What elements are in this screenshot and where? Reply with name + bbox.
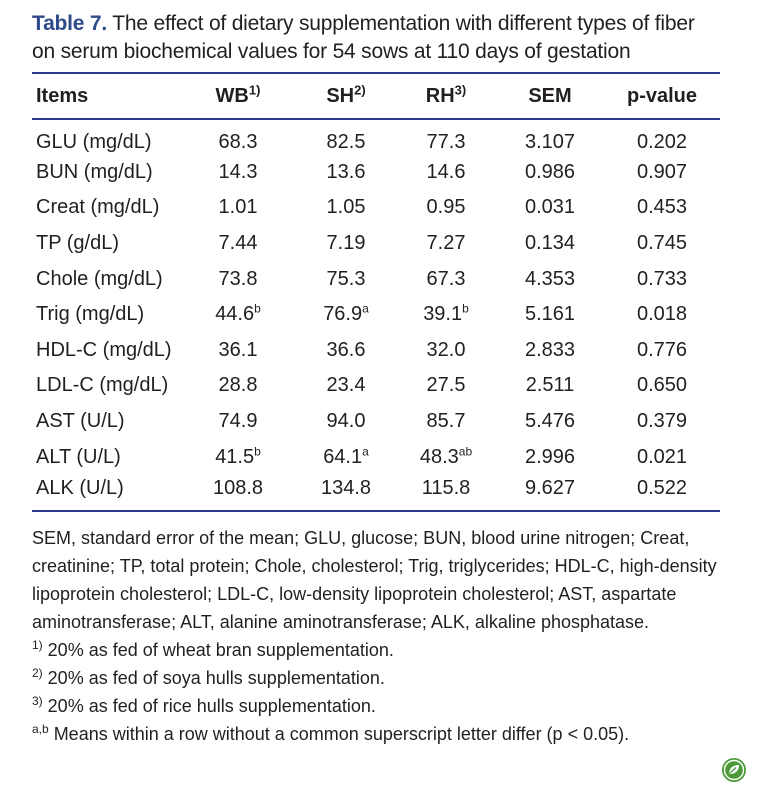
cell-pvalue: 0.776: [636, 338, 688, 361]
cell-wb: 108.8: [212, 476, 264, 499]
table-row: ALK (U/L) 108.8 134.8 115.8 9.627 0.522: [32, 475, 720, 511]
table-row: ALT (U/L) 41.5b 64.1a 48.3ab 2.996 0.021: [32, 439, 720, 475]
footnote-3: 3) 20% as fed of rice hulls supplementat…: [32, 693, 376, 716]
caption-text: The effect of dietary supplementation wi…: [32, 12, 695, 63]
cell-rh: 14.6: [426, 160, 466, 183]
cell-sh: 94.0: [326, 410, 366, 433]
cell-rh: 85.7: [426, 410, 466, 433]
cell-rh: 77.3: [426, 130, 466, 153]
cell-rh: 0.95: [426, 196, 466, 219]
cell-sh: 23.4: [326, 374, 366, 397]
footnote-significance: a,b Means within a row without a common …: [32, 721, 630, 744]
row-item: BUN (mg/dL): [36, 160, 153, 183]
cell-rh: 39.1b: [423, 301, 469, 326]
cell-pvalue: 0.907: [636, 160, 688, 183]
cell-pvalue: 0.018: [636, 303, 688, 326]
cell-wb: 14.3: [218, 160, 258, 183]
cell-rh: 48.3ab: [419, 443, 473, 468]
cell-pvalue: 0.021: [636, 445, 688, 468]
cell-sem: 2.996: [524, 445, 576, 468]
header-items: Items: [36, 84, 89, 107]
cell-wb: 74.9: [218, 410, 258, 433]
table-row: HDL-C (mg/dL) 36.1 36.6 32.0 2.833 0.776: [32, 333, 720, 369]
cell-sem: 0.134: [524, 232, 576, 255]
cell-rh: 32.0: [426, 338, 466, 361]
header-sem: SEM: [528, 84, 572, 107]
cell-wb: 41.5b: [215, 443, 261, 468]
cell-sem: 2.511: [525, 374, 575, 397]
cell-sem: 0.986: [524, 160, 576, 183]
table-row: Trig (mg/dL) 44.6b 76.9a 39.1b 5.161 0.0…: [32, 297, 720, 333]
cell-sh: 7.19: [326, 232, 366, 255]
cell-rh: 115.8: [421, 476, 471, 499]
cell-pvalue: 0.522: [636, 476, 688, 499]
row-item: Creat (mg/dL): [36, 196, 160, 219]
cell-sh: 76.9a: [323, 301, 369, 326]
cell-rh: 67.3: [426, 267, 466, 290]
cell-wb: 73.8: [218, 267, 258, 290]
cell-rh: 7.27: [426, 232, 466, 255]
row-item: ALK (U/L): [36, 476, 124, 499]
header-rh: RH3): [425, 81, 467, 107]
cell-wb: 1.01: [218, 196, 258, 219]
cell-sh: 64.1a: [323, 443, 369, 468]
cell-wb: 28.8: [218, 374, 258, 397]
cell-sem: 9.627: [524, 476, 576, 499]
row-item: Trig (mg/dL): [36, 303, 145, 326]
table-row: Creat (mg/dL) 1.01 1.05 0.95 0.031 0.453: [32, 190, 720, 226]
table-row: Chole (mg/dL) 73.8 75.3 67.3 4.353 0.733: [32, 261, 720, 297]
header-rh-note: 3): [454, 81, 467, 97]
header-wb: WB1): [215, 81, 261, 107]
cell-rh: 27.5: [426, 374, 466, 397]
cell-sh: 1.05: [326, 196, 366, 219]
cell-pvalue: 0.745: [636, 232, 688, 255]
table-row: TP (g/dL) 7.44 7.19 7.27 0.134 0.745: [32, 226, 720, 262]
cell-sem: 5.161: [524, 303, 576, 326]
table-caption: Table 7. The effect of dietary supplemen…: [32, 10, 720, 66]
table-row: LDL-C (mg/dL) 28.8 23.4 27.5 2.511 0.650: [32, 368, 720, 404]
header-pvalue: p-value: [626, 84, 698, 107]
row-item: HDL-C (mg/dL): [36, 338, 172, 361]
header-wb-note: 1): [248, 81, 261, 97]
cell-sem: 0.031: [524, 196, 576, 219]
footnote-abbreviations: SEM, standard error of the mean; GLU, gl…: [32, 527, 717, 632]
cell-sh: 13.6: [326, 160, 366, 183]
header-row: Items WB1) SH2) RH3) SEM p-value: [32, 73, 720, 119]
table-row: GLU (mg/dL) 68.3 82.5 77.3 3.107 0.202: [32, 119, 720, 155]
cell-pvalue: 0.202: [636, 130, 688, 153]
table-footnotes: SEM, standard error of the mean; GLU, gl…: [32, 524, 720, 748]
cell-wb: 68.3: [218, 130, 258, 153]
cell-pvalue: 0.733: [636, 267, 688, 290]
row-item: AST (U/L): [36, 410, 125, 433]
cell-sem: 3.107: [524, 130, 576, 153]
footnote-2: 2) 20% as fed of soya hulls supplementat…: [32, 665, 385, 688]
table-row: BUN (mg/dL) 14.3 13.6 14.6 0.986 0.907: [32, 155, 720, 191]
cell-sem: 5.476: [524, 410, 576, 433]
cell-wb: 36.1: [218, 338, 258, 361]
cell-wb: 7.44: [218, 232, 258, 255]
cell-sem: 2.833: [524, 338, 576, 361]
footnote-1: 1) 20% as fed of wheat bran supplementat…: [32, 637, 394, 660]
cell-pvalue: 0.453: [636, 196, 688, 219]
cell-sh: 75.3: [326, 267, 366, 290]
cell-sh: 134.8: [320, 476, 372, 499]
cell-pvalue: 0.650: [636, 374, 688, 397]
row-item: ALT (U/L): [36, 445, 121, 468]
leaf-badge-icon: [722, 758, 746, 782]
row-item: TP (g/dL): [36, 232, 119, 255]
data-table: Items WB1) SH2) RH3) SEM p-value GLU (mg…: [32, 72, 720, 512]
table-figure: Table 7. The effect of dietary supplemen…: [32, 10, 720, 748]
cell-sh: 36.6: [326, 338, 366, 361]
header-sh-note: 2): [354, 81, 366, 97]
row-item: LDL-C (mg/dL): [36, 374, 169, 397]
cell-sh: 82.5: [326, 130, 366, 153]
cell-pvalue: 0.379: [636, 410, 688, 433]
cell-sem: 4.353: [524, 267, 576, 290]
table-number: Table 7.: [32, 12, 108, 35]
row-item: GLU (mg/dL): [36, 130, 152, 153]
row-item: Chole (mg/dL): [36, 267, 163, 290]
cell-wb: 44.6b: [215, 301, 261, 326]
table-row: AST (U/L) 74.9 94.0 85.7 5.476 0.379: [32, 404, 720, 440]
header-sh: SH2): [326, 81, 366, 107]
